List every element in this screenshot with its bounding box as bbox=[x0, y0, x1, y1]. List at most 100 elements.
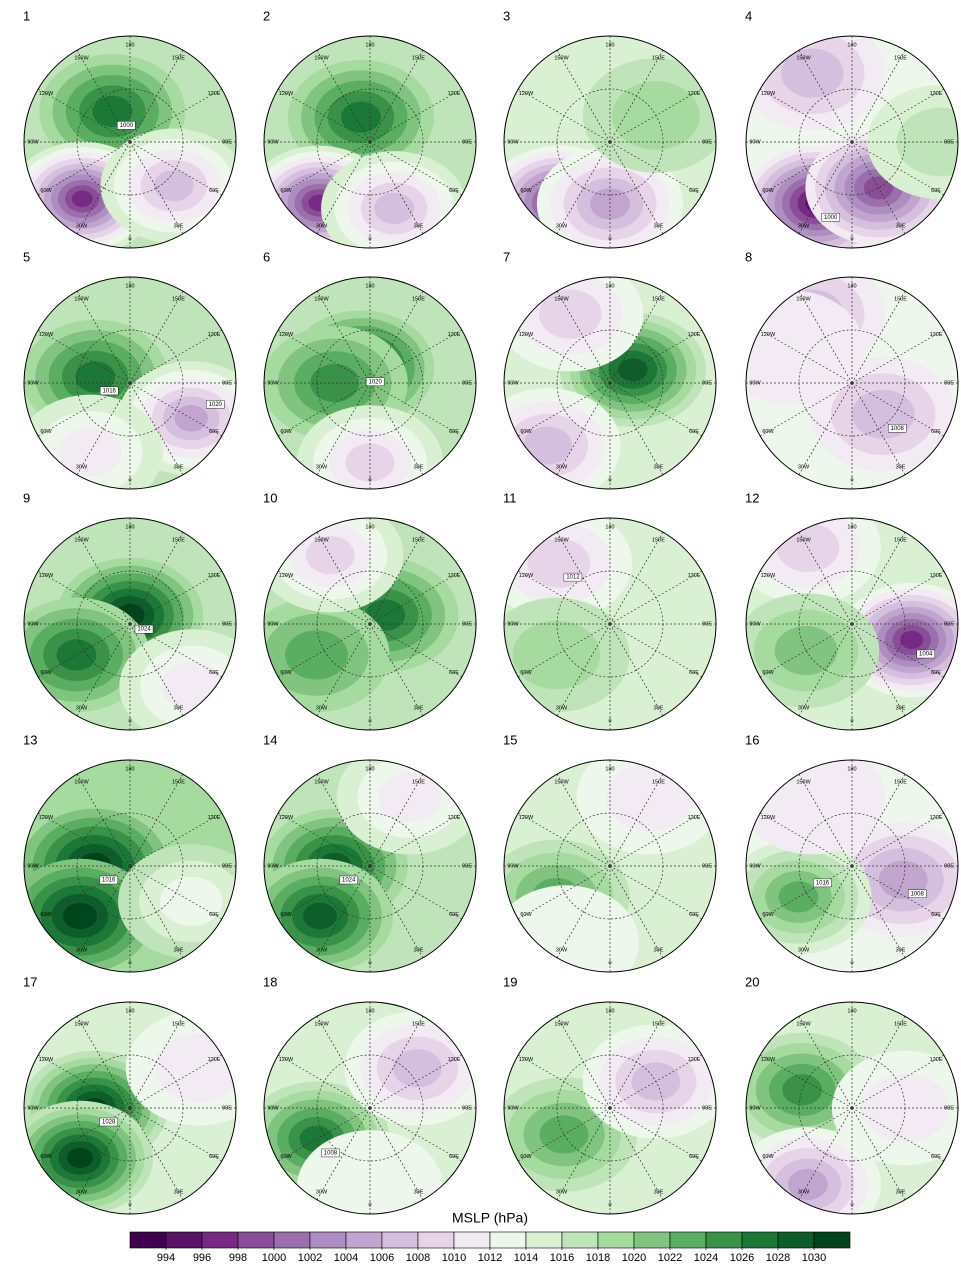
colorbar-label: 1020 bbox=[622, 1252, 646, 1264]
map-panel: 14180150E120E90E60E30E030W60W90W120W150W… bbox=[247, 732, 483, 973]
longitude-label: 90E bbox=[222, 621, 232, 627]
longitude-label: 90W bbox=[749, 863, 761, 869]
pressure-center bbox=[160, 877, 223, 926]
longitude-label: 60W bbox=[40, 429, 52, 435]
longitude-label: 30E bbox=[174, 705, 184, 711]
longitude-label: 0 bbox=[608, 718, 611, 724]
map-panel: 20180150E120E90E60E30E030W60W90W120W150W bbox=[729, 974, 961, 1241]
longitude-label: 120W bbox=[279, 573, 294, 579]
colorbar-label: 1000 bbox=[262, 1252, 286, 1264]
longitude-label: 60W bbox=[520, 912, 532, 918]
longitude-label: 30W bbox=[316, 947, 328, 953]
longitude-label: 60E bbox=[449, 912, 459, 918]
map-panel: 11180150E120E90E60E30E030W60W90W120W150W… bbox=[483, 490, 716, 730]
longitude-label: 30W bbox=[556, 1189, 568, 1195]
longitude-label: 30W bbox=[556, 464, 568, 470]
longitude-label: 120W bbox=[519, 332, 534, 338]
longitude-label: 90W bbox=[749, 380, 761, 386]
colorbar-label: 1006 bbox=[370, 1252, 394, 1264]
longitude-label: 30W bbox=[316, 464, 328, 470]
longitude-label: 120W bbox=[39, 91, 54, 97]
longitude-label: 60E bbox=[931, 670, 941, 676]
field bbox=[483, 740, 723, 1000]
longitude-label: 120W bbox=[761, 1057, 776, 1063]
longitude-label: 60E bbox=[209, 670, 219, 676]
longitude-label: 0 bbox=[368, 718, 371, 724]
longitude-label: 150E bbox=[172, 779, 185, 785]
longitude-label: 0 bbox=[368, 960, 371, 966]
longitude-label: 90E bbox=[944, 621, 954, 627]
longitude-label: 90W bbox=[749, 139, 761, 145]
longitude-label: 150E bbox=[652, 779, 665, 785]
longitude-label: 150E bbox=[172, 537, 185, 543]
contour-label: 1016 bbox=[103, 388, 117, 394]
longitude-label: 0 bbox=[608, 960, 611, 966]
field bbox=[246, 36, 476, 266]
longitude-label: 90W bbox=[507, 139, 519, 145]
longitude-label: 60E bbox=[931, 912, 941, 918]
longitude-label: 30W bbox=[798, 947, 810, 953]
field bbox=[729, 1002, 961, 1242]
colorbar-label: 1026 bbox=[730, 1252, 754, 1264]
longitude-label: 90W bbox=[749, 621, 761, 627]
contour-label: 1024 bbox=[137, 627, 151, 633]
map-panel: 12180150E120E90E60E30E030W60W90W120W150W… bbox=[733, 490, 961, 730]
longitude-label: 60W bbox=[280, 670, 292, 676]
pressure-center bbox=[739, 740, 885, 854]
longitude-label: 150W bbox=[796, 296, 811, 302]
longitude-label: 150E bbox=[894, 537, 907, 543]
longitude-label: 60W bbox=[40, 912, 52, 918]
longitude-label: 60W bbox=[762, 912, 774, 918]
longitude-label: 90W bbox=[27, 621, 39, 627]
longitude-label: 120E bbox=[208, 1057, 221, 1063]
panel-number: 10 bbox=[263, 490, 277, 505]
longitude-label: 120W bbox=[279, 91, 294, 97]
pressure-center bbox=[606, 763, 694, 832]
longitude-label: 90W bbox=[27, 863, 39, 869]
pressure-center bbox=[341, 101, 381, 132]
pressure-center bbox=[618, 358, 647, 381]
field bbox=[3, 518, 265, 744]
longitude-label: 0 bbox=[850, 477, 853, 483]
longitude-label: 30E bbox=[896, 1189, 906, 1195]
map-panel: 13180150E120E90E60E30E030W60W90W120W150W… bbox=[7, 732, 264, 973]
color-bin bbox=[238, 1232, 274, 1248]
colorbar-label: 1014 bbox=[514, 1252, 538, 1264]
longitude-label: 150W bbox=[314, 537, 329, 543]
longitude-label: 60E bbox=[209, 1154, 219, 1160]
longitude-label: 0 bbox=[850, 1202, 853, 1208]
longitude-label: 180 bbox=[847, 524, 856, 530]
longitude-label: 150E bbox=[412, 296, 425, 302]
colorbar-label: 1004 bbox=[334, 1252, 358, 1264]
longitude-label: 180 bbox=[365, 1008, 374, 1014]
longitude-label: 90W bbox=[507, 380, 519, 386]
longitude-label: 0 bbox=[128, 960, 131, 966]
longitude-label: 150W bbox=[554, 296, 569, 302]
contour-label: 1024 bbox=[342, 878, 356, 884]
contour-label: 1028 bbox=[102, 1120, 116, 1126]
longitude-label: 30E bbox=[654, 464, 664, 470]
longitude-label: 30W bbox=[76, 464, 88, 470]
color-bin bbox=[598, 1232, 634, 1248]
longitude-label: 90E bbox=[222, 863, 232, 869]
longitude-label: 30W bbox=[798, 1189, 810, 1195]
longitude-label: 180 bbox=[605, 524, 614, 530]
panel-number: 17 bbox=[23, 974, 37, 989]
longitude-label: 60W bbox=[762, 1154, 774, 1160]
pressure-center bbox=[718, 290, 864, 404]
panel-number: 19 bbox=[503, 974, 517, 989]
longitude-label: 120W bbox=[39, 1057, 54, 1063]
longitude-label: 150E bbox=[172, 55, 185, 61]
longitude-label: 150E bbox=[894, 296, 907, 302]
panel-number: 4 bbox=[745, 8, 752, 23]
longitude-label: 30W bbox=[76, 1189, 88, 1195]
longitude-label: 120W bbox=[279, 1057, 294, 1063]
pressure-center bbox=[174, 405, 208, 431]
map-panel: 1180150E120E90E60E30E030W60W90W120W150W1… bbox=[9, 8, 247, 256]
longitude-label: 150W bbox=[554, 537, 569, 543]
map-panel: 18180150E120E90E60E30E030W60W90W120W150W… bbox=[243, 974, 490, 1244]
longitude-label: 90E bbox=[702, 380, 712, 386]
longitude-label: 150E bbox=[894, 55, 907, 61]
longitude-label: 180 bbox=[847, 1008, 856, 1014]
color-bin bbox=[670, 1232, 706, 1248]
